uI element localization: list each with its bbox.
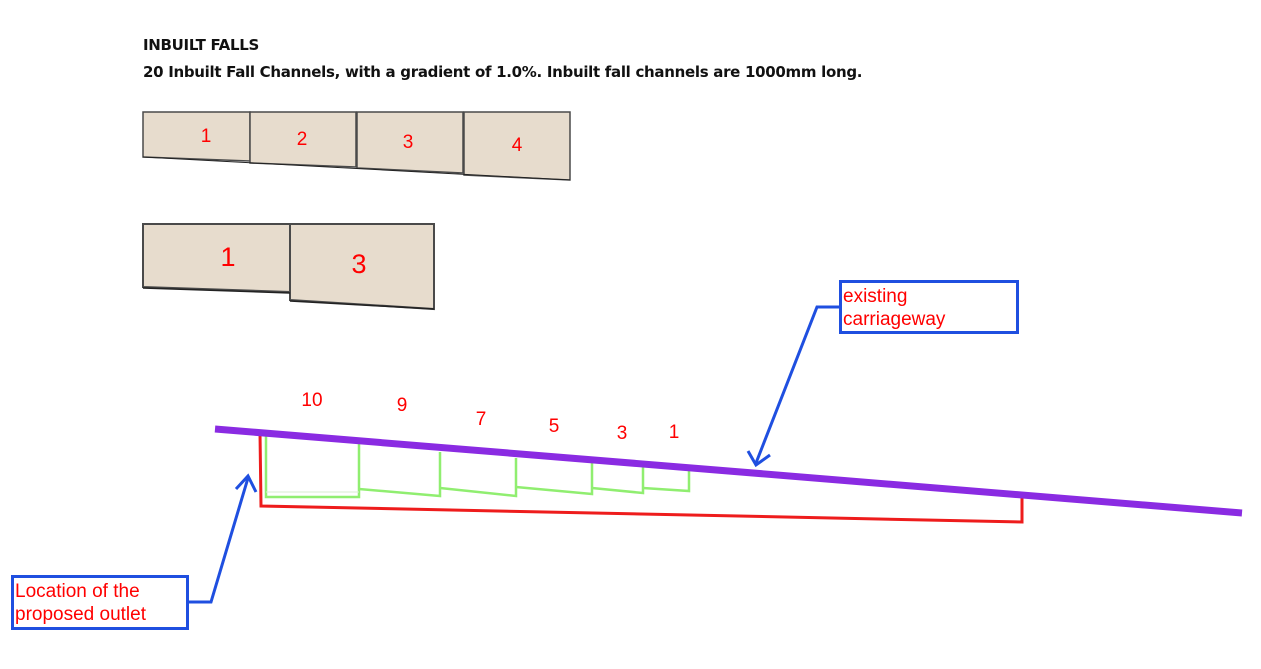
row2-blocks: 1 3 [142, 223, 435, 311]
carriageway-line [214, 425, 1243, 517]
heading: INBUILT FALLS 20 Inbuilt Fall Channels, … [143, 35, 862, 82]
row1-block-label: 1 [201, 126, 212, 147]
row1-block [142, 111, 251, 162]
row2-block [142, 223, 291, 294]
row1-block [356, 111, 464, 174]
row2-block-label: 1 [220, 242, 235, 272]
section-label: 7 [476, 409, 487, 430]
row1-block-label: 3 [403, 132, 414, 153]
row1-blocks: 1 2 3 4 [142, 111, 571, 181]
row1-block [249, 111, 357, 168]
section-labels: 10 9 7 5 3 1 [301, 390, 679, 444]
section-label: 1 [669, 422, 680, 443]
callout-arrows [189, 305, 839, 604]
existing-carriageway-callout: existing carriageway [839, 280, 1019, 334]
section-label: 3 [617, 423, 628, 444]
outlet-arrow [189, 477, 250, 604]
callout-line: proposed outlet [15, 604, 146, 625]
fall-channels [264, 433, 691, 499]
section-label: 5 [549, 416, 560, 437]
heading-title: INBUILT FALLS [143, 36, 260, 54]
callout-line: carriageway [843, 309, 946, 330]
row1-block-label: 2 [297, 129, 308, 150]
row2-block-label: 3 [351, 249, 366, 279]
section-label: 9 [397, 395, 408, 416]
outlet-outline [258, 432, 1024, 524]
proposed-outlet-callout: Location of the proposed outlet [11, 575, 189, 630]
row1-block-label: 4 [512, 135, 523, 156]
existing-arrow [754, 305, 839, 464]
callout-line: Location of the [15, 581, 140, 602]
callout-line: existing [843, 286, 908, 307]
section-label: 10 [301, 390, 322, 411]
heading-subtitle: 20 Inbuilt Fall Channels, with a gradien… [143, 63, 863, 81]
